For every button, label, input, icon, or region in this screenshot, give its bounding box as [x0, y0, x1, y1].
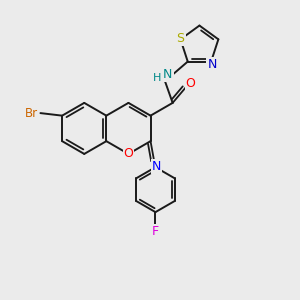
Text: H: H [153, 73, 161, 83]
Text: Br: Br [25, 106, 38, 120]
Text: O: O [124, 147, 134, 161]
Text: N: N [163, 68, 172, 81]
Text: N: N [152, 160, 161, 173]
Text: N: N [207, 58, 217, 71]
Text: O: O [186, 77, 196, 90]
Text: S: S [176, 32, 184, 45]
Text: F: F [152, 225, 159, 238]
